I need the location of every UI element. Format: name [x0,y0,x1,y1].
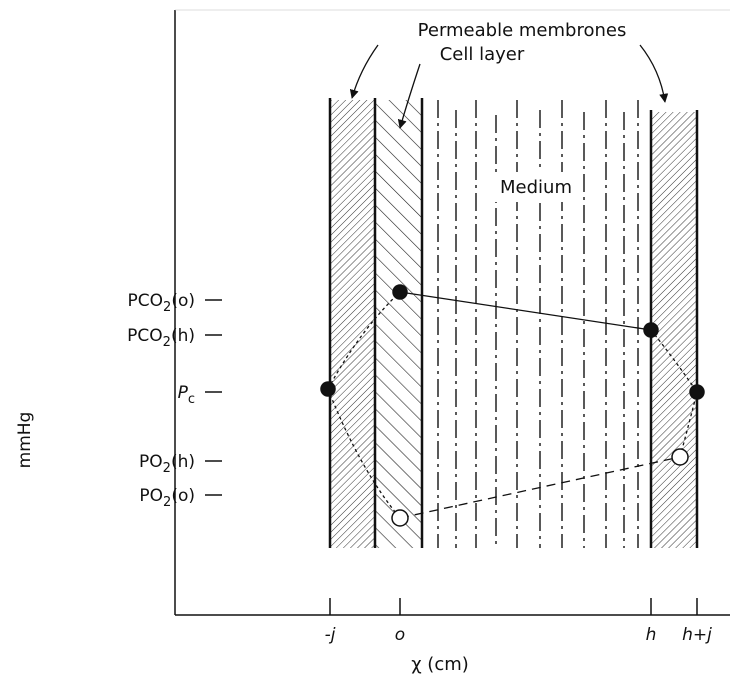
x-axis-title: χ (cm) [411,654,469,675]
y-tick-label-sub: 2 [163,335,171,350]
x-tick-label: h [646,625,657,645]
y-tick-label-sub: c [188,392,195,407]
frame [174,9,730,616]
y-tick-label: PCO2(h) [127,326,195,350]
y-tick-label-tail: (h) [171,452,195,472]
y-tick-label: PCO2(o) [128,291,195,315]
membranes-label: Permeable membrones [418,20,627,41]
y-tick-label-main: PO [139,486,163,506]
y-tick-label: PO2(h) [139,452,195,476]
y-tick-label: Pc [178,383,195,407]
cell-layer-label: Cell layer [440,44,525,65]
y-tick-label-main: PCO [127,326,163,346]
y-tick-label-tail: (o) [171,486,195,506]
x-tick-label: h+j [682,625,712,645]
x-tick-label: -j [325,625,336,645]
y-tick-label-sub: 2 [163,461,171,476]
points [320,284,705,527]
x-tick-label: o [395,625,405,645]
arrows [349,44,669,129]
y-tick-label: PO2(o) [139,486,195,510]
y-tick-label-main: PCO [128,291,164,311]
layers [328,98,699,548]
y-tick-label-tail: (o) [171,291,195,311]
y-axis-title: mmHg [15,412,35,469]
y-tick-label-main: P [178,383,189,403]
y-tick-label-main: PO [139,452,163,472]
y-tick-label-sub: 2 [163,300,171,315]
y-tick-label-sub: 2 [163,495,171,510]
y-tick-label-tail: (h) [171,326,195,346]
medium-label: Medium [500,177,572,198]
